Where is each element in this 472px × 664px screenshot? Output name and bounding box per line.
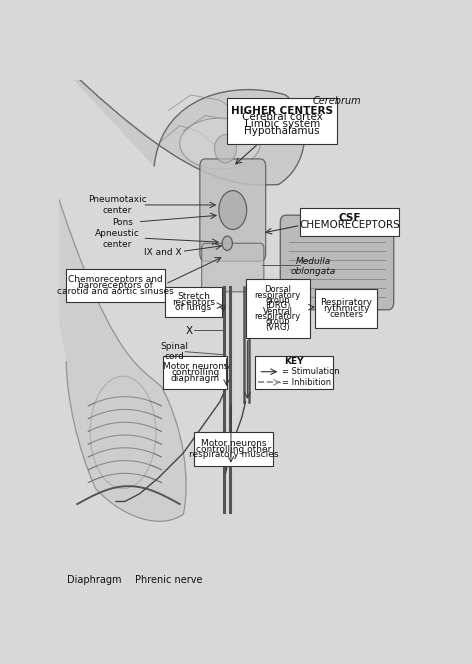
Text: Hypothalamus: Hypothalamus bbox=[244, 125, 320, 135]
Text: respiratory: respiratory bbox=[254, 291, 301, 299]
Text: controlling other: controlling other bbox=[196, 445, 271, 454]
Text: Cerebral cortex: Cerebral cortex bbox=[242, 112, 322, 122]
Text: Spinal
cord: Spinal cord bbox=[160, 342, 188, 361]
Text: X: X bbox=[185, 326, 193, 336]
Text: CSF: CSF bbox=[338, 213, 361, 223]
Circle shape bbox=[222, 236, 232, 250]
Circle shape bbox=[219, 191, 247, 230]
FancyBboxPatch shape bbox=[194, 432, 273, 465]
FancyBboxPatch shape bbox=[300, 207, 399, 236]
FancyBboxPatch shape bbox=[245, 279, 310, 338]
FancyBboxPatch shape bbox=[228, 98, 337, 143]
Text: IX and X: IX and X bbox=[144, 248, 182, 257]
Text: Pneumotaxic
center: Pneumotaxic center bbox=[88, 195, 147, 214]
Text: HIGHER CENTERS: HIGHER CENTERS bbox=[231, 106, 333, 116]
FancyBboxPatch shape bbox=[202, 243, 264, 292]
Text: = Inhibition: = Inhibition bbox=[282, 378, 331, 387]
Text: Stretch: Stretch bbox=[177, 292, 210, 301]
FancyBboxPatch shape bbox=[163, 356, 228, 389]
Text: Pons: Pons bbox=[113, 218, 134, 227]
FancyBboxPatch shape bbox=[280, 215, 394, 309]
Text: diaphragm: diaphragm bbox=[171, 374, 220, 382]
Text: respiratory muscles: respiratory muscles bbox=[189, 450, 278, 459]
FancyBboxPatch shape bbox=[315, 290, 377, 327]
Text: Apneustic
center: Apneustic center bbox=[95, 230, 140, 249]
Ellipse shape bbox=[214, 135, 236, 163]
Text: respiratory: respiratory bbox=[254, 312, 301, 321]
FancyBboxPatch shape bbox=[200, 159, 266, 261]
Text: Chemoreceptors and: Chemoreceptors and bbox=[68, 275, 163, 284]
Text: receptors: receptors bbox=[172, 297, 215, 307]
Text: (DRG): (DRG) bbox=[265, 301, 290, 310]
PathPatch shape bbox=[66, 359, 186, 521]
Text: = Stimulation: = Stimulation bbox=[282, 367, 340, 376]
Text: of lungs: of lungs bbox=[176, 303, 211, 312]
Text: group: group bbox=[265, 317, 290, 326]
Text: carotid and aortic sinuses: carotid and aortic sinuses bbox=[57, 287, 174, 295]
Text: baroreceptors of: baroreceptors of bbox=[78, 281, 153, 290]
Text: centers: centers bbox=[329, 309, 363, 319]
Text: Dorsal: Dorsal bbox=[264, 286, 291, 294]
Text: group: group bbox=[265, 296, 290, 305]
Text: Medulla
oblongata: Medulla oblongata bbox=[291, 256, 336, 276]
Ellipse shape bbox=[90, 376, 156, 489]
PathPatch shape bbox=[154, 90, 304, 185]
Text: KEY: KEY bbox=[284, 357, 304, 366]
Text: Diaphragm: Diaphragm bbox=[67, 575, 121, 585]
Text: CHEMORECEPTORS: CHEMORECEPTORS bbox=[299, 220, 400, 230]
Text: Limbic system: Limbic system bbox=[244, 119, 320, 129]
Text: Motor neurons: Motor neurons bbox=[201, 439, 266, 448]
Text: rythmicity: rythmicity bbox=[323, 304, 370, 313]
FancyBboxPatch shape bbox=[66, 269, 165, 302]
FancyBboxPatch shape bbox=[255, 356, 333, 389]
Text: Respiratory: Respiratory bbox=[320, 298, 372, 307]
Text: Ventral: Ventral bbox=[262, 307, 293, 315]
Text: Phrenic nerve: Phrenic nerve bbox=[135, 575, 202, 585]
Text: (VRG): (VRG) bbox=[265, 323, 290, 331]
Text: Motor neurons: Motor neurons bbox=[162, 362, 228, 371]
FancyBboxPatch shape bbox=[165, 287, 222, 317]
Ellipse shape bbox=[180, 118, 260, 169]
Text: controlling: controlling bbox=[171, 368, 219, 377]
Text: Cerebrum: Cerebrum bbox=[312, 96, 362, 106]
